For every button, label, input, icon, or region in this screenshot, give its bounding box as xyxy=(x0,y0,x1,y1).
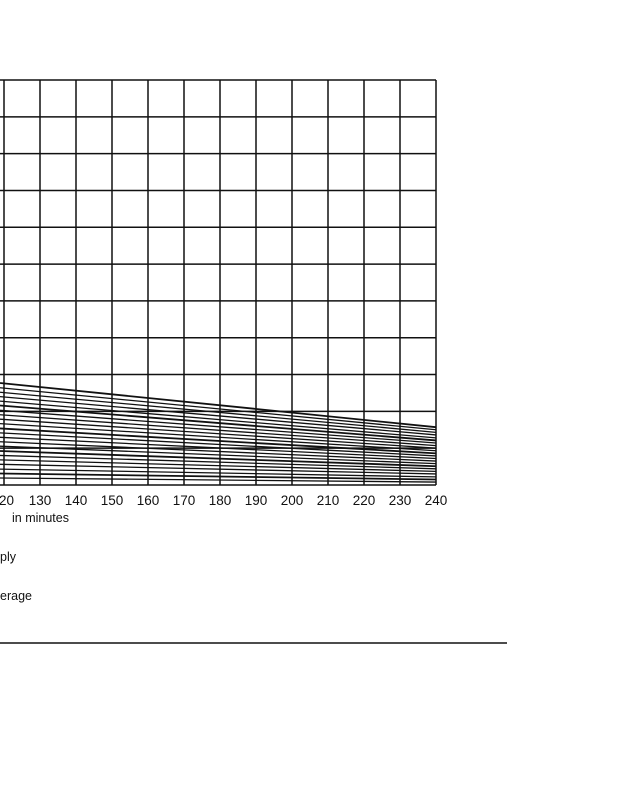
series-line-10 xyxy=(0,422,437,452)
x-tick-label: 180 xyxy=(209,493,232,508)
x-tick-label: 210 xyxy=(317,493,340,508)
x-tick-label: 230 xyxy=(389,493,412,508)
series-line-4 xyxy=(0,396,437,436)
grid xyxy=(0,79,437,486)
series-line-15 xyxy=(0,445,437,465)
series-line-2 xyxy=(0,387,437,431)
x-tick-labels: 120 130 140 150 160 170 180 190 200 210 220 230 240 xyxy=(0,493,447,508)
x-tick-label: 200 xyxy=(281,493,304,508)
series-line-22 xyxy=(0,477,437,483)
x-tick-label: 120 xyxy=(0,493,14,508)
x-tick-label: 190 xyxy=(245,493,268,508)
x-tick-label: 140 xyxy=(65,493,88,508)
series-line-19 xyxy=(0,463,437,475)
series-line-1 xyxy=(0,382,437,429)
series-lines xyxy=(0,382,437,483)
x-tick-label: 130 xyxy=(29,493,52,508)
x-tick-label: 240 xyxy=(425,493,448,508)
legend-fragment-2: erage xyxy=(0,589,32,603)
series-line-8 xyxy=(0,414,437,447)
x-tick-label: 160 xyxy=(137,493,160,508)
series-line-16 xyxy=(0,450,437,468)
x-tick-label: 220 xyxy=(353,493,376,508)
series-line-9 xyxy=(0,418,437,449)
series-line-21 xyxy=(0,472,437,481)
series-line-12 xyxy=(0,432,437,457)
series-line-7 xyxy=(0,409,437,444)
series-line-5 xyxy=(0,400,437,439)
series-line-17 xyxy=(0,454,437,470)
series-line-14 xyxy=(0,441,437,462)
x-tick-label: 150 xyxy=(101,493,124,508)
legend-fragment-1: ply xyxy=(0,550,17,564)
x-tick-label: 170 xyxy=(173,493,196,508)
series-line-18 xyxy=(0,459,437,473)
series-line-20 xyxy=(0,468,437,478)
series-line-3 xyxy=(0,391,437,433)
x-axis-label: in minutes xyxy=(12,511,69,525)
series-line-11 xyxy=(0,427,437,455)
series-line-6 xyxy=(0,404,437,442)
series-line-13 xyxy=(0,436,437,460)
